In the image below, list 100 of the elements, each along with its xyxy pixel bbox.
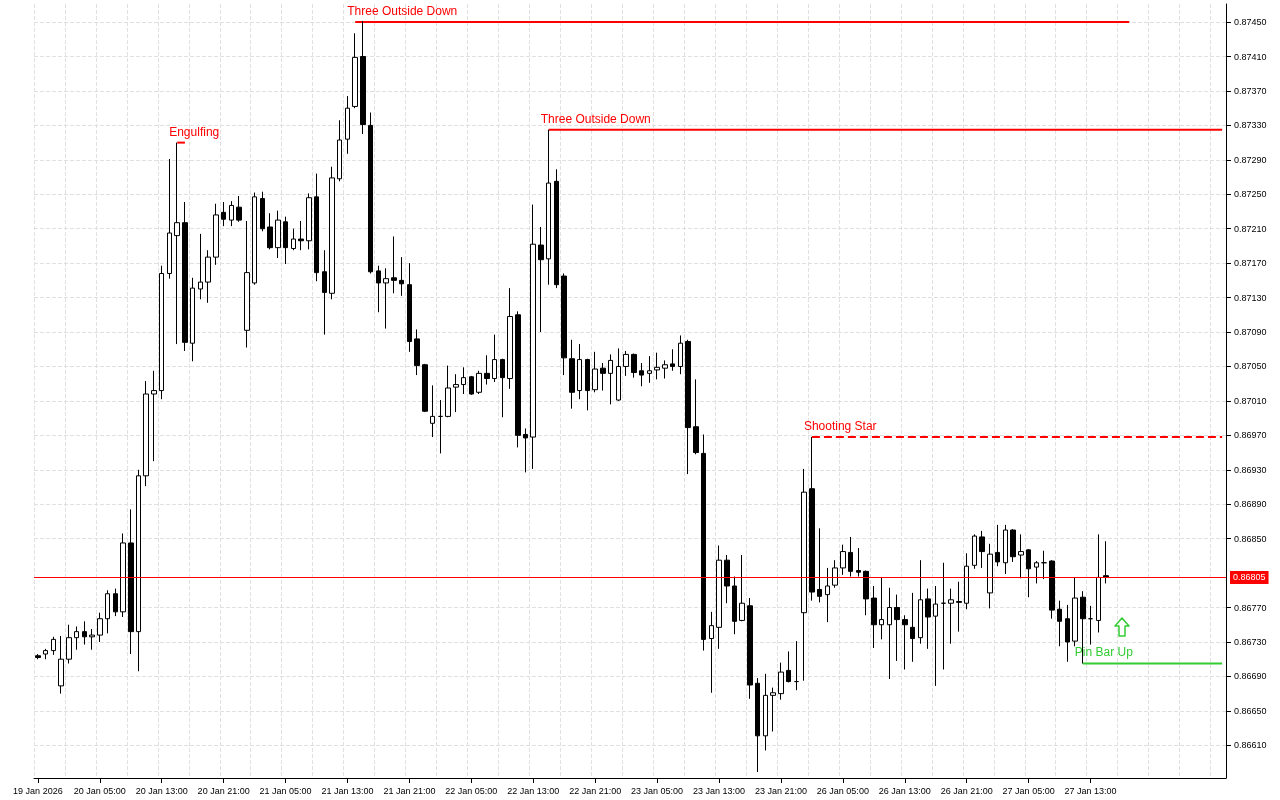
candlestick	[82, 620, 87, 646]
candlestick	[399, 256, 404, 297]
candlestick	[770, 687, 776, 733]
candlestick	[678, 334, 683, 375]
candlestick	[120, 532, 126, 618]
candlestick	[530, 204, 536, 470]
candlestick	[337, 119, 342, 182]
candlestick	[755, 677, 760, 773]
candlestick	[569, 339, 575, 410]
candlestick	[507, 287, 513, 390]
candlestick	[739, 554, 745, 622]
candlestick	[352, 32, 358, 109]
candlestick	[128, 508, 134, 655]
candlestick	[314, 173, 319, 282]
candlestick	[275, 210, 281, 259]
candlestick	[616, 347, 621, 402]
candlestick	[182, 201, 188, 352]
candlestick	[701, 433, 706, 652]
x-tick-label: 23 Jan 13:00	[692, 785, 746, 796]
x-tick-label: 21 Jan 05:00	[259, 785, 312, 796]
x-tick-label: 22 Jan 21:00	[569, 785, 622, 796]
candlestick	[887, 587, 892, 680]
y-tick-label: 0.86770	[1234, 602, 1267, 613]
candlestick	[809, 436, 815, 602]
x-tick-label: 26 Jan 05:00	[816, 785, 869, 796]
candlestick	[105, 589, 110, 634]
candlestick	[654, 352, 660, 380]
candlestick	[987, 543, 993, 609]
x-tick-label: 20 Jan 13:00	[135, 785, 188, 796]
candlestick	[492, 334, 497, 383]
candlestick	[414, 328, 420, 376]
candlestick	[500, 358, 505, 418]
y-tick-label: 0.87290	[1234, 154, 1267, 165]
candlestick	[236, 195, 242, 223]
y-tick-label: 0.87010	[1234, 395, 1267, 406]
candlestick	[709, 611, 714, 694]
candlestick	[894, 594, 900, 662]
y-tick-label: 0.87130	[1234, 292, 1267, 303]
y-tick-label: 0.87450	[1234, 17, 1267, 28]
candlestick	[964, 552, 969, 610]
candlestick	[794, 640, 799, 691]
candlestick	[159, 265, 164, 400]
y-tick-label: 0.86730	[1234, 636, 1267, 647]
candlestick	[515, 310, 521, 448]
candlestick	[941, 562, 946, 671]
candlestick	[801, 468, 807, 682]
candlestick	[151, 370, 157, 462]
candlestick	[221, 201, 226, 227]
candlestick	[832, 559, 838, 589]
y-tick-label: 0.87370	[1234, 85, 1267, 96]
candlestick	[89, 628, 95, 651]
candlestick	[43, 648, 48, 660]
x-tick-label: 20 Jan 05:00	[73, 785, 126, 796]
candlestick	[623, 350, 629, 377]
candlestick	[136, 469, 141, 672]
candlestick	[205, 249, 211, 304]
candlestick	[422, 363, 428, 413]
candlestick	[956, 581, 962, 633]
candlestick	[546, 129, 551, 286]
candlestick	[747, 597, 753, 700]
candlestick	[863, 570, 869, 616]
candlestick	[1096, 533, 1101, 633]
x-tick-label: 27 Jan 13:00	[1064, 785, 1117, 796]
x-tick-label: 19 Jan 2026	[13, 785, 63, 796]
candlestick	[577, 343, 582, 400]
candlestick	[948, 588, 954, 645]
candlestick	[376, 265, 381, 313]
candlestick	[391, 235, 397, 294]
candlestick	[995, 524, 1000, 567]
candlestick	[1065, 604, 1070, 663]
candlestick	[972, 533, 977, 570]
candlestick	[817, 527, 822, 603]
candlestick	[383, 267, 389, 330]
candlestick	[244, 220, 250, 349]
candlestick	[298, 220, 304, 251]
x-tick-label: 21 Jan 21:00	[383, 785, 436, 796]
y-tick-label: 0.87410	[1234, 51, 1267, 62]
candlestick	[592, 351, 598, 393]
candlestick	[438, 399, 443, 454]
x-tick-label: 23 Jan 05:00	[631, 785, 684, 796]
candlestick	[1026, 548, 1031, 598]
candlestick	[143, 380, 149, 487]
x-tick-label: 26 Jan 21:00	[940, 785, 993, 796]
candlestick	[1041, 550, 1047, 580]
x-tick-label: 26 Jan 13:00	[878, 785, 931, 796]
candlestick	[918, 559, 923, 645]
candlestick	[329, 166, 335, 300]
candlestick	[763, 673, 768, 751]
candlestick	[1049, 559, 1055, 620]
candlestick	[430, 384, 435, 438]
candlestick	[825, 567, 830, 623]
y-tick-label: 0.86650	[1234, 705, 1267, 716]
candlestick	[778, 662, 784, 701]
candlestick	[871, 585, 877, 649]
candlestick	[848, 536, 853, 578]
candlestick	[198, 233, 203, 300]
y-tick-label: 0.86610	[1234, 740, 1267, 751]
y-tick-label: 0.86850	[1234, 533, 1267, 544]
candlestick	[345, 95, 350, 155]
candlestick	[600, 362, 606, 392]
